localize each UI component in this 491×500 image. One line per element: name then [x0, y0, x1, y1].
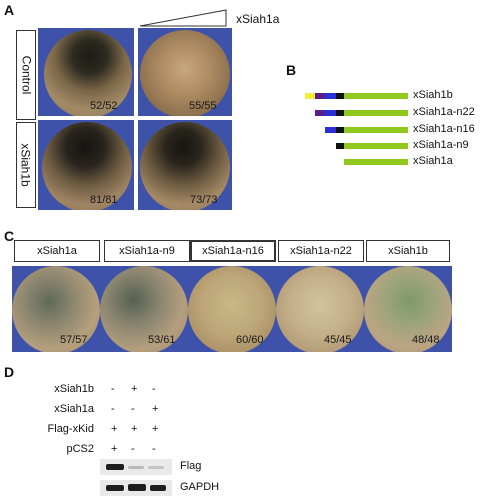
row-label-xsiah1b: xSiah1b: [16, 122, 36, 208]
panel-d-label: D: [4, 364, 15, 380]
blot-band: [150, 485, 166, 491]
lane-symbol: -: [111, 383, 115, 395]
blot-band: [128, 466, 144, 469]
blue-segment: [325, 93, 336, 99]
black-segment: [336, 127, 344, 133]
flag-blot: [100, 459, 172, 475]
green-segment: [344, 143, 408, 149]
lane-symbol: -: [131, 443, 135, 455]
black-segment: [336, 93, 344, 99]
gradient-wedge-icon: [140, 9, 227, 27]
row-label: Flag-xKid: [47, 423, 94, 435]
blue-segment: [325, 110, 336, 116]
purple-segment: [315, 93, 325, 99]
embryo-image: 81/81: [38, 120, 134, 210]
panel-b-label: B: [286, 62, 297, 78]
green-segment: [344, 127, 408, 133]
embryo-count: 53/61: [148, 334, 176, 346]
embryo-count: 45/45: [324, 334, 352, 346]
gradient-label: xSiah1a: [236, 12, 280, 26]
embryo-image: 53/61: [100, 266, 188, 352]
lane-symbol: -: [131, 403, 135, 415]
embryo-image: 52/52: [38, 28, 134, 116]
green-segment: [344, 159, 408, 165]
column-header: xSiah1a: [14, 240, 100, 262]
embryo-count: 52/52: [90, 100, 118, 112]
green-segment: [344, 93, 408, 99]
lane-symbol: +: [111, 443, 118, 455]
row-label-control: Control: [16, 30, 36, 120]
purple-segment: [315, 110, 325, 116]
lane-symbol: +: [131, 423, 138, 435]
blot-label: Flag: [180, 460, 202, 472]
embryo-image: 57/57: [12, 266, 100, 352]
lane-symbol: -: [152, 443, 156, 455]
row-label: pCS2: [66, 443, 94, 455]
row-label: xSiah1b: [54, 383, 94, 395]
panel-c-label: C: [4, 228, 15, 244]
embryo-count: 48/48: [412, 334, 440, 346]
lane-symbol: +: [152, 423, 159, 435]
gapdh-blot: [100, 480, 172, 496]
construct-label: xSiah1b: [413, 89, 453, 101]
blot-band: [148, 466, 164, 469]
embryo-count: 73/73: [190, 194, 218, 206]
embryo-image: 45/45: [276, 266, 364, 352]
panel-a-label: A: [4, 2, 15, 18]
column-header: xSiah1a-n22: [278, 240, 364, 262]
embryo-count: 60/60: [236, 334, 264, 346]
construct-label: xSiah1a-n9: [413, 139, 469, 151]
blue-segment: [325, 127, 336, 133]
blot-band: [106, 485, 124, 491]
lane-symbol: -: [152, 383, 156, 395]
construct-label: xSiah1a-n16: [413, 123, 475, 135]
yellow-segment: [305, 93, 315, 99]
column-header: xSiah1a-n16: [190, 240, 276, 262]
blot-band: [128, 484, 146, 491]
lane-symbol: -: [111, 403, 115, 415]
column-header: xSiah1b: [366, 240, 450, 262]
construct-label: xSiah1a-n22: [413, 106, 475, 118]
embryo-count: 81/81: [90, 194, 118, 206]
lane-symbol: +: [152, 403, 159, 415]
black-segment: [336, 110, 344, 116]
lane-symbol: +: [131, 383, 138, 395]
blot-band: [106, 464, 124, 470]
lane-symbol: +: [111, 423, 118, 435]
embryo-image: 48/48: [364, 266, 452, 352]
embryo-count: 57/57: [60, 334, 88, 346]
construct-label: xSiah1a: [413, 155, 453, 167]
black-segment: [336, 143, 344, 149]
embryo-image: 73/73: [138, 120, 232, 210]
row-label: xSiah1a: [54, 403, 94, 415]
green-segment: [344, 110, 408, 116]
embryo-count: 55/55: [189, 100, 217, 112]
column-header: xSiah1a-n9: [104, 240, 190, 262]
embryo-image: 55/55: [138, 28, 232, 116]
blot-label: GAPDH: [180, 481, 220, 493]
embryo-image: 60/60: [188, 266, 276, 352]
